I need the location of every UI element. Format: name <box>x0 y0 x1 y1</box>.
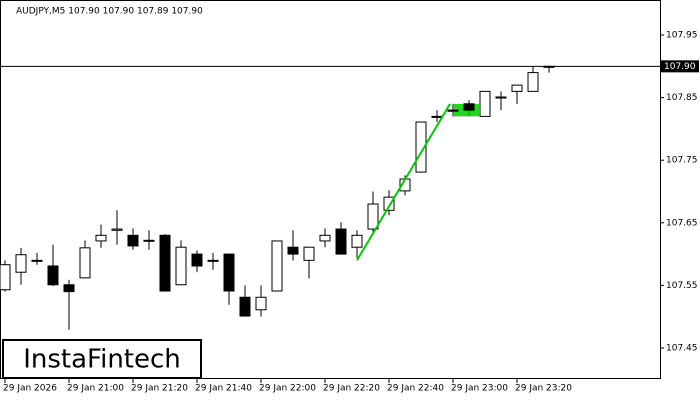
candle-body <box>95 234 107 242</box>
candle-body <box>63 284 75 293</box>
candle-body <box>0 264 11 291</box>
candle-body <box>127 234 139 247</box>
candle-body <box>159 234 171 292</box>
candle-body <box>351 234 363 248</box>
y-tick-label: 107.95 <box>666 31 698 41</box>
candle-body <box>463 103 475 111</box>
chart-title: AUDJPY,M5 107.90 107.90 107.89 107.90 <box>16 7 203 17</box>
candle-body <box>447 109 459 112</box>
plot-frame <box>0 0 661 379</box>
candle-body <box>335 228 347 255</box>
candle-body <box>383 196 395 211</box>
x-tick-label: 29 Jan 23:00 <box>451 384 508 394</box>
y-tick-label: 107.45 <box>666 343 698 353</box>
candle-body <box>111 228 123 231</box>
x-tick-label: 29 Jan 23:20 <box>515 384 572 394</box>
candle-body <box>191 253 203 267</box>
candle-body <box>79 247 91 279</box>
candle-body <box>431 115 443 118</box>
x-tick-label: 29 Jan 22:00 <box>259 384 316 394</box>
candle-body <box>495 96 507 99</box>
x-tick-label: 29 Jan 21:20 <box>131 384 188 394</box>
candle-body <box>319 234 331 242</box>
candle-body <box>239 296 251 317</box>
pattern-line <box>356 103 451 261</box>
candle-body <box>367 203 379 230</box>
x-tick-label: 29 Jan 21:00 <box>67 384 124 394</box>
candle-body <box>223 253 235 292</box>
candle-body <box>31 259 43 262</box>
logo: InstaFintech <box>23 345 181 375</box>
y-tick-label: 107.75 <box>666 156 698 166</box>
current-price-label: 107.90 <box>664 62 696 72</box>
candle-body <box>255 296 267 311</box>
candle-body <box>271 240 283 292</box>
candle-body <box>415 121 427 173</box>
candle-body <box>175 246 187 286</box>
candle-body <box>303 246 315 261</box>
candle-body <box>143 239 155 242</box>
candle-body <box>527 72 539 92</box>
y-tick-label: 107.65 <box>666 218 698 228</box>
x-tick-label: 29 Jan 22:20 <box>323 384 380 394</box>
candle-body <box>287 246 299 255</box>
candle-body <box>543 65 555 68</box>
x-tick-label: 29 Jan 2026 <box>3 384 57 394</box>
candle-body <box>207 259 219 262</box>
candle-body <box>479 90 491 117</box>
y-tick-label: 107.85 <box>666 93 698 103</box>
candle-body <box>47 265 59 286</box>
x-tick-label: 29 Jan 21:40 <box>195 384 252 394</box>
logo-box <box>2 339 202 379</box>
candle-body <box>15 254 27 273</box>
x-tick-label: 29 Jan 22:40 <box>387 384 444 394</box>
current-price-box <box>661 60 699 73</box>
y-tick-label: 107.55 <box>666 281 698 291</box>
candle-body <box>511 84 523 92</box>
